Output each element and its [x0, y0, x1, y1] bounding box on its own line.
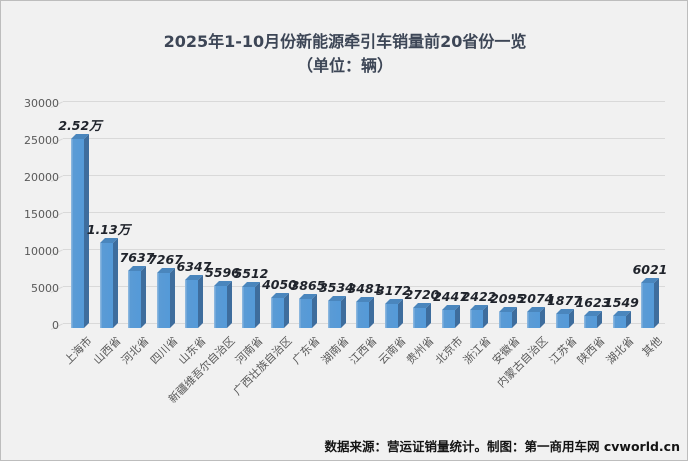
bar [271, 298, 284, 328]
bar [157, 273, 170, 328]
bar-side-face [227, 281, 232, 328]
bar [613, 316, 626, 328]
bar-value-label: 2422 [461, 289, 497, 304]
bar [385, 304, 398, 328]
bar [584, 316, 597, 328]
bar-side-face [170, 268, 175, 328]
y-axis-label: 20000 [24, 171, 59, 184]
bar-value-label: 3865 [290, 278, 326, 293]
bar-value-label: 7267 [148, 252, 183, 267]
bar [299, 299, 312, 328]
bar [242, 287, 255, 328]
bar [71, 139, 84, 328]
gridline [63, 286, 665, 287]
bar-value-label: 5512 [233, 266, 269, 281]
y-axis-label: 0 [52, 319, 59, 332]
gridline [63, 101, 665, 102]
bar [214, 286, 227, 328]
bar [185, 280, 198, 328]
bar-side-face [341, 296, 346, 328]
chart-subtitle: （单位：辆） [296, 56, 393, 75]
bar-value-label: 4050 [262, 277, 297, 292]
bar-value-label: 3481 [347, 281, 383, 296]
bar-value-label: 3534 [319, 280, 354, 295]
bar-value-label: 2074 [518, 291, 554, 306]
bar-side-face [312, 294, 317, 328]
bar [128, 271, 141, 328]
bar [556, 314, 569, 328]
gridline [63, 249, 665, 250]
gridline [63, 212, 665, 213]
bar-side-face [398, 299, 403, 328]
bar-value-label: 2095 [490, 291, 525, 306]
bar-value-label: 1623 [575, 295, 611, 310]
y-axis-label: 25000 [24, 134, 59, 147]
bar [328, 301, 341, 328]
bar-value-label: 5596 [205, 265, 240, 280]
bar-value-label: 3172 [376, 283, 411, 298]
bar-value-label: 6021 [632, 262, 668, 277]
y-axis-label: 10000 [24, 245, 59, 258]
bar [356, 302, 369, 328]
bar [499, 312, 512, 328]
bar-side-face [654, 278, 659, 328]
bar-side-face [141, 266, 146, 328]
bar-side-face [369, 297, 374, 328]
gridline [63, 175, 665, 176]
bar [413, 308, 426, 328]
bar [527, 312, 540, 328]
chart-title: 2025年1-10月份新能源牵引车销量前20省份一览 [163, 32, 527, 51]
bar-value-label: 2.52万 [58, 118, 102, 133]
bar-value-label: 2720 [404, 287, 440, 302]
y-axis-label: 15000 [24, 208, 59, 221]
bar-value-label: 1877 [547, 293, 582, 308]
y-axis-label: 5000 [31, 282, 59, 295]
bar-value-label: 2447 [433, 289, 468, 304]
gridline [63, 138, 665, 139]
bar-value-label: 1549 [604, 295, 639, 310]
bar [470, 310, 483, 328]
bar [100, 243, 113, 328]
bar [641, 283, 654, 328]
bar-value-label: 7637 [119, 250, 155, 265]
bar [442, 310, 455, 328]
bar-side-face [198, 275, 203, 328]
bar-side-face [284, 293, 289, 328]
bar-value-label: 6347 [176, 259, 212, 274]
bar-value-label: 1.13万 [86, 222, 131, 237]
source-credit: 数据来源：营运证销量统计。制图：第一商用车网 cvworld.cn [324, 439, 680, 454]
y-axis-label: 30000 [24, 97, 59, 110]
